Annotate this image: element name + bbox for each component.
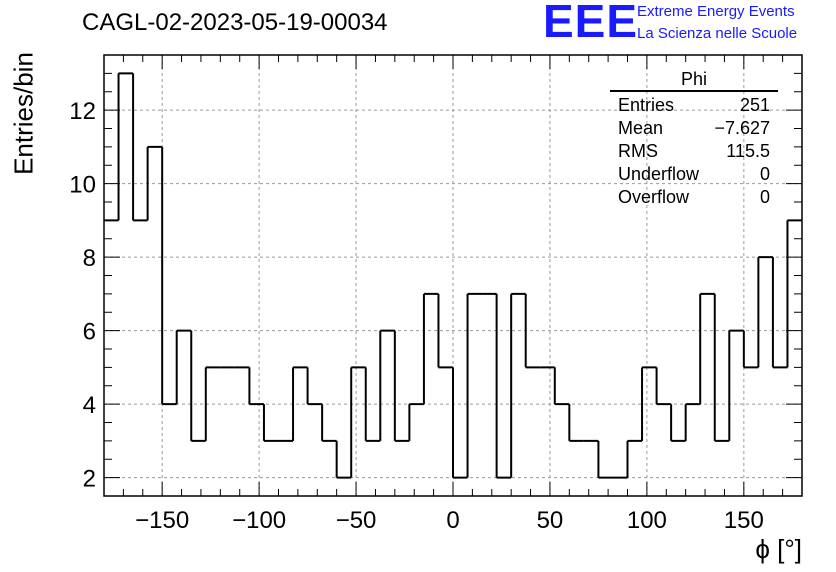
logo-subtitle-2: La Scienza nelle Scuole	[637, 25, 798, 42]
stats-value: 115.5	[726, 141, 770, 161]
stats-row-underflow: Underflow 0	[610, 163, 778, 186]
x-tick-label: −100	[232, 507, 286, 534]
y-tick-label: 8	[83, 245, 96, 272]
stats-label: RMS	[618, 141, 658, 161]
x-tick-label: −150	[135, 507, 189, 534]
stats-row-rms: RMS 115.5	[610, 140, 778, 163]
eee-logo: EEE	[543, 0, 639, 47]
y-tick-label: 2	[83, 466, 96, 493]
stats-value: 0	[759, 164, 770, 184]
stats-divider	[610, 90, 778, 92]
stats-value: 0	[759, 187, 770, 207]
y-axis-label: Entries/bin	[8, 52, 39, 175]
chart-title: CAGL-02-2023-05-19-00034	[82, 9, 388, 36]
axis-ticks	[103, 54, 803, 497]
x-tick-label: 50	[537, 507, 564, 534]
stats-value: −7.627	[714, 118, 770, 138]
x-tick-label: −50	[336, 507, 377, 534]
axis-tick-labels: −150 −100 −50 0 50 100 150 2 4 6 8 10 12	[69, 98, 764, 534]
y-tick-label: 10	[69, 172, 96, 199]
histogram-series	[104, 72, 802, 479]
y-tick-label: 4	[83, 392, 96, 419]
x-tick-label: 100	[627, 507, 667, 534]
x-tick-label: 150	[724, 507, 764, 534]
stats-label: Mean	[618, 118, 664, 138]
stats-box: Phi Entries 251 Mean −7.627 RMS 115.5 Un…	[610, 69, 778, 209]
stats-label: Underflow	[618, 164, 700, 184]
x-axis-label: ϕ [°]	[755, 534, 802, 564]
stats-row-entries: Entries 251	[610, 94, 778, 117]
stats-value: 251	[739, 95, 770, 115]
stats-row-mean: Mean −7.627	[610, 117, 778, 140]
stats-label: Overflow	[618, 187, 690, 207]
y-tick-label: 6	[83, 319, 96, 346]
stats-row-overflow: Overflow 0	[610, 186, 778, 209]
stats-title: Phi	[680, 69, 707, 89]
y-tick-label: 12	[69, 98, 96, 125]
x-tick-label: 0	[446, 507, 459, 534]
logo-subtitle-1: Extreme Energy Events	[637, 3, 795, 20]
stats-label: Entries	[618, 95, 675, 115]
